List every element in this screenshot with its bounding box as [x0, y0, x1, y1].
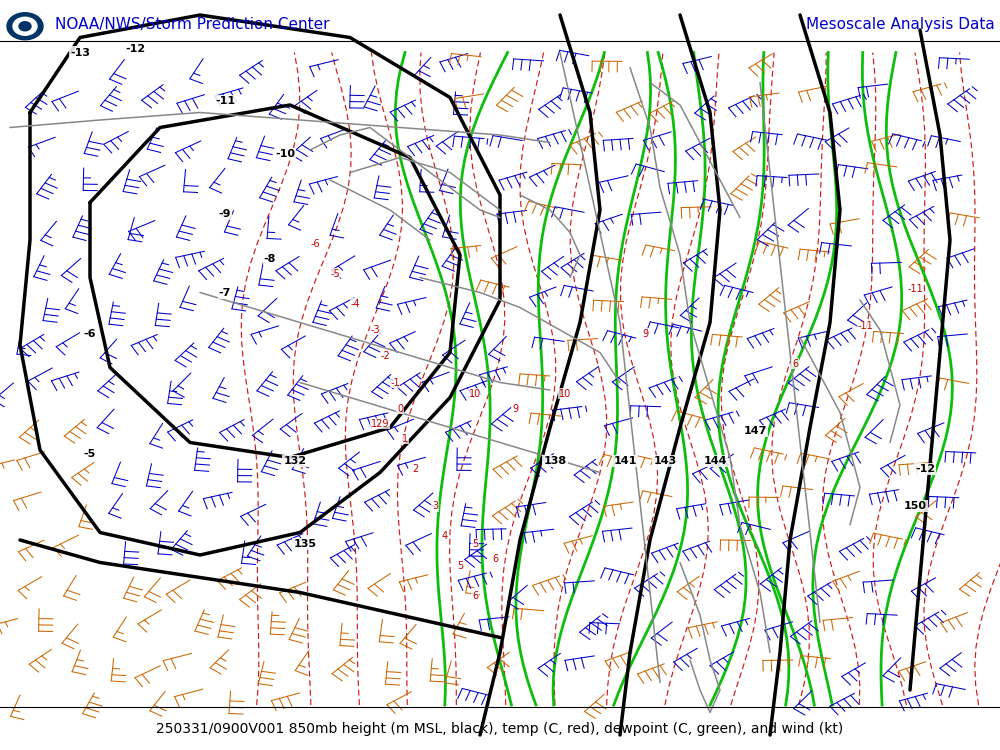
- Text: -1: -1: [390, 377, 400, 388]
- Text: -2: -2: [380, 351, 390, 361]
- Text: 135: 135: [294, 538, 316, 549]
- Text: 250331/0900V001 850mb height (m MSL, black), temp (C, red), dewpoint (C, green),: 250331/0900V001 850mb height (m MSL, bla…: [156, 722, 844, 736]
- Text: Mesoscale Analysis Data: Mesoscale Analysis Data: [806, 16, 995, 32]
- Text: -12: -12: [125, 44, 145, 54]
- Text: 4: 4: [442, 531, 448, 542]
- Text: 0: 0: [397, 404, 403, 414]
- Text: 9: 9: [642, 328, 648, 339]
- Text: -7: -7: [219, 287, 231, 298]
- Text: 10: 10: [559, 388, 571, 399]
- Text: -3: -3: [370, 325, 380, 335]
- Text: -12: -12: [915, 464, 935, 474]
- Text: -11: -11: [215, 96, 235, 106]
- Text: -11: -11: [907, 284, 923, 294]
- Text: 143: 143: [653, 456, 677, 466]
- Text: -9: -9: [219, 209, 231, 219]
- Text: 141: 141: [613, 456, 637, 466]
- Text: -10: -10: [275, 148, 295, 159]
- Text: -6: -6: [310, 238, 320, 249]
- Text: -6: -6: [84, 328, 96, 339]
- Text: -13: -13: [70, 47, 90, 58]
- Text: -11: -11: [857, 321, 873, 332]
- Text: -4: -4: [350, 298, 360, 309]
- Text: 2: 2: [412, 464, 418, 474]
- Text: 132: 132: [283, 456, 307, 466]
- Circle shape: [7, 13, 43, 40]
- Text: 5: 5: [457, 561, 463, 572]
- Text: 10: 10: [469, 388, 481, 399]
- Text: 3: 3: [432, 501, 438, 512]
- Text: 6: 6: [492, 554, 498, 564]
- Text: 144: 144: [703, 456, 727, 466]
- Text: 9: 9: [512, 404, 518, 414]
- Text: 138: 138: [543, 456, 567, 466]
- Text: -5: -5: [84, 448, 96, 459]
- Text: -5: -5: [330, 268, 340, 279]
- Text: 129: 129: [371, 419, 389, 429]
- Text: 1: 1: [402, 433, 408, 444]
- Text: 5: 5: [472, 538, 478, 549]
- Text: -8: -8: [264, 254, 276, 264]
- Text: 6: 6: [472, 591, 478, 602]
- Text: NOAA/NWS/Storm Prediction Center: NOAA/NWS/Storm Prediction Center: [55, 16, 330, 32]
- Text: 147: 147: [743, 426, 767, 436]
- Text: 6: 6: [792, 358, 798, 369]
- Circle shape: [19, 22, 31, 31]
- Circle shape: [13, 17, 37, 35]
- Text: 150: 150: [904, 501, 926, 512]
